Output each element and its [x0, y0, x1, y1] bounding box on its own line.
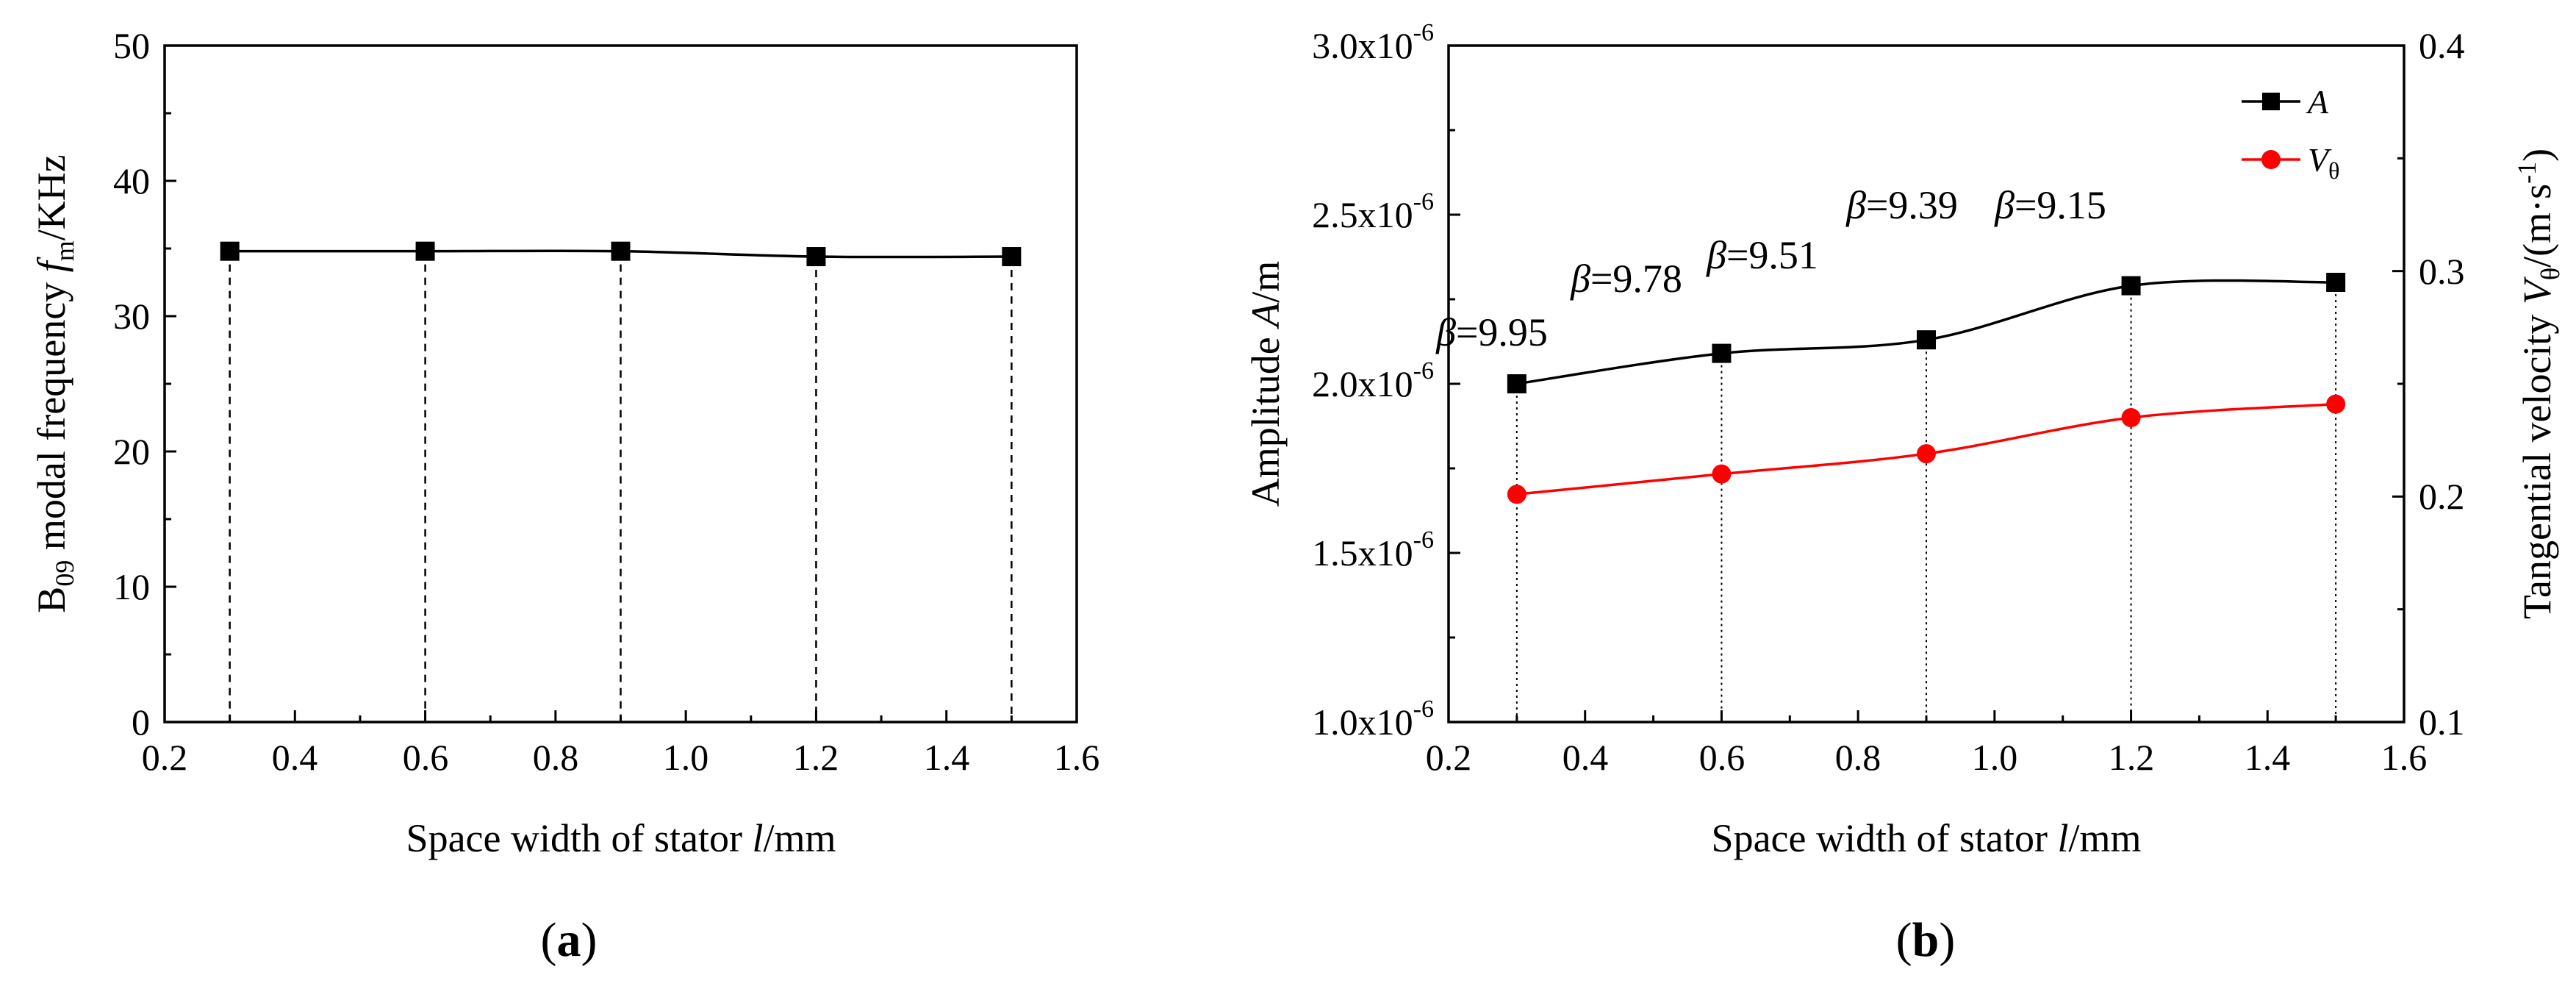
chart-a-xtick-label: 0.6 [403, 737, 449, 778]
chart-b-plot-frame [1447, 44, 2405, 724]
chart-a-data-point [415, 241, 435, 261]
chart-b-Vtheta-data-point [2121, 408, 2141, 427]
chart-b-A-data-point [1507, 374, 1526, 393]
chart-b-xtick-label: 0.8 [1835, 737, 1881, 778]
chart-a-data-point [806, 247, 826, 267]
chart-a-data-point [611, 241, 631, 261]
chart-b-xtick-label: 1.0 [1972, 737, 2018, 778]
chart-b-beta-annotation: β=9.95 [1435, 310, 1548, 354]
chart-b-left-ytick-label: 2.5x10-6 [1312, 188, 1434, 235]
chart-b-beta-annotation: β=9.15 [1994, 183, 2106, 227]
chart-a-xtick-label: 1.0 [663, 737, 709, 778]
chart-b: 0.2 0.4 0.6 0.8 1.0 1.2 1.4 1.6 1.0x10-6… [1244, 19, 2565, 967]
chart-a-ticks [163, 44, 1078, 724]
chart-a-data-point [220, 241, 240, 261]
legend-label-A: A [2306, 83, 2329, 121]
chart-a-ytick-label: 20 [113, 431, 150, 472]
chart-b-A-data-point [2326, 273, 2346, 292]
chart-b-ticks [1447, 44, 2405, 724]
chart-b-Vtheta-data-point [2326, 394, 2346, 414]
chart-b-right-y-axis-title: Tangential velocity Vθ/(m·s-1) [2512, 149, 2565, 619]
chart-a-ytick-label: 30 [113, 296, 150, 337]
chart-b-Vtheta-data-point [1507, 485, 1526, 504]
chart-a-xtick-label: 0.2 [142, 737, 188, 778]
chart-a-y-axis-title: B09 modal frequency fm/KHz [29, 154, 79, 612]
chart-b-A-data-point [1712, 343, 1732, 363]
chart-a-ytick-label: 0 [132, 701, 150, 743]
chart-b-right-ytick-label: 0.3 [2419, 251, 2465, 292]
chart-b-beta-annotation: β=9.78 [1570, 257, 1682, 301]
chart-a-data-point [1002, 247, 1022, 267]
chart-b-right-ytick-label: 0.4 [2419, 25, 2465, 66]
chart-b-xtick-label: 0.2 [1426, 737, 1472, 778]
chart-a-xtick-label: 0.8 [533, 737, 579, 778]
chart-b-droplines [1515, 282, 2337, 722]
chart-b-left-y-axis-title: Amplitude A/m [1244, 261, 1288, 507]
chart-b-xtick-label: 1.4 [2245, 737, 2291, 778]
chart-a-x-axis-title: Space width of stator l/mm [406, 816, 836, 860]
legend-marker-Vtheta [2261, 150, 2281, 169]
chart-b-legend: A Vθ [2242, 83, 2339, 184]
legend-label-Vtheta: Vθ [2308, 141, 2339, 184]
chart-b-xtick-label: 0.6 [1699, 737, 1746, 778]
chart-b-Vtheta-data-point [1712, 464, 1732, 484]
chart-b-left-ytick-label: 1.0x10-6 [1312, 696, 1434, 743]
chart-a-ytick-label: 10 [113, 566, 150, 607]
chart-a-droplines [229, 251, 1013, 722]
chart-b-right-ytick-label: 0.2 [2419, 476, 2465, 517]
chart-a-markers [220, 241, 1022, 267]
chart-a: 0.2 0.4 0.6 0.8 1.0 1.2 1.4 1.6 0 10 20 … [29, 25, 1099, 967]
chart-b-xtick-label: 1.6 [2381, 737, 2428, 778]
chart-a-xtick-label: 1.4 [924, 737, 970, 778]
chart-a-xtick-label: 0.4 [272, 737, 318, 778]
legend-marker-A [2262, 93, 2280, 110]
chart-b-panel-label: (b) [1896, 913, 1956, 967]
chart-b-Vtheta-data-point [1917, 444, 1936, 464]
chart-a-ytick-label: 40 [113, 160, 150, 201]
chart-b-markers [1507, 273, 2346, 504]
chart-b-x-axis-title: Space width of stator l/mm [1712, 816, 2142, 860]
chart-b-left-ytick-label: 3.0x10-6 [1312, 19, 1434, 66]
chart-b-xtick-label: 1.2 [2109, 737, 2155, 778]
chart-b-A-data-point [1917, 330, 1936, 350]
chart-a-ytick-label: 50 [113, 25, 150, 66]
chart-b-left-ytick-label: 1.5x10-6 [1312, 526, 1434, 574]
chart-b-left-ytick-label: 2.0x10-6 [1312, 357, 1434, 404]
chart-b-A-data-point [2121, 276, 2141, 296]
chart-a-xtick-label: 1.6 [1054, 737, 1100, 778]
chart-b-xtick-label: 0.4 [1563, 737, 1609, 778]
chart-a-xtick-label: 1.2 [793, 737, 839, 778]
chart-b-beta-annotation: β=9.51 [1706, 233, 1818, 277]
chart-b-right-ytick-label: 0.1 [2419, 701, 2465, 743]
chart-a-panel-label: (a) [541, 913, 598, 967]
chart-b-beta-annotation: β=9.39 [1845, 183, 1958, 227]
